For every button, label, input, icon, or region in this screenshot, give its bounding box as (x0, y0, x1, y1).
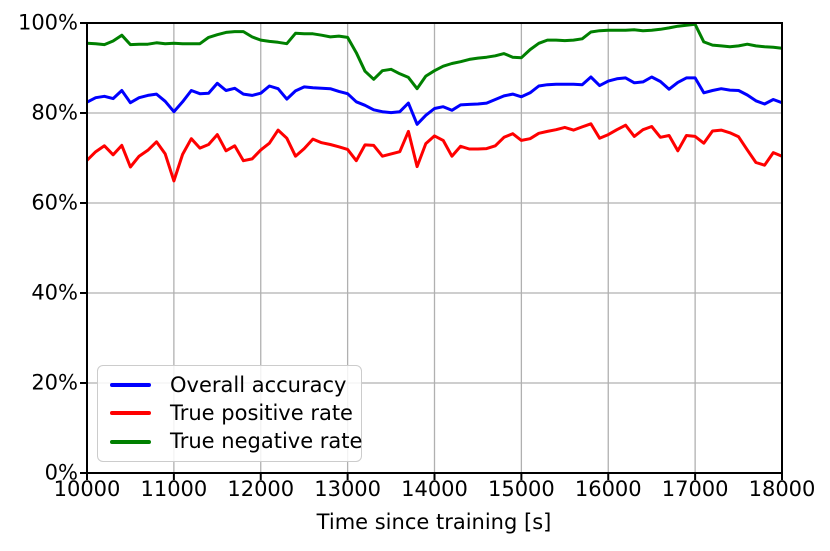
y-tick-label: 0% (44, 460, 78, 485)
legend-label-true-positive-rate: True positive rate (170, 400, 353, 425)
y-tick-label: 80% (31, 100, 78, 125)
legend-entry-true-positive-rate: True positive rate (110, 399, 353, 427)
legend-line-sample-true-positive-rate (110, 411, 151, 416)
series-line-true-negative-rate (87, 23, 782, 91)
y-tick-label: 60% (31, 190, 78, 215)
series-line-overall-accuracy (87, 75, 782, 126)
x-tick-label: 18000 (748, 477, 816, 501)
x-tick-label: 13000 (314, 477, 382, 501)
x-tick-label: 12000 (227, 477, 295, 501)
x-tick-label: 11000 (140, 477, 208, 501)
x-tick-label: 14000 (401, 477, 468, 501)
legend-line-sample-overall-accuracy (110, 383, 151, 388)
legend: Overall accuracy True positive rate True n… (97, 365, 362, 462)
x-tick-label: 15000 (487, 477, 555, 501)
x-axis-title: Time since training [s] (316, 510, 552, 534)
y-tick-label: 20% (31, 370, 78, 395)
y-tick-label: 40% (31, 280, 78, 305)
legend-entry-overall-accuracy: Overall accuracy (110, 371, 349, 399)
series-line-true-positive-rate (87, 122, 782, 183)
legend-label-true-negative-rate: True negative rate (170, 429, 363, 454)
legend-line-sample-true-negative-rate (110, 439, 151, 444)
legend-label-overall-accuracy: Overall accuracy (170, 372, 347, 397)
x-tick-label: 16000 (574, 477, 642, 501)
y-tick-label: 100% (17, 10, 78, 35)
x-tick-label: 17000 (661, 477, 729, 501)
legend-entry-true-negative-rate: True negative rate (110, 428, 362, 456)
x-tick-label: 10000 (53, 477, 121, 501)
